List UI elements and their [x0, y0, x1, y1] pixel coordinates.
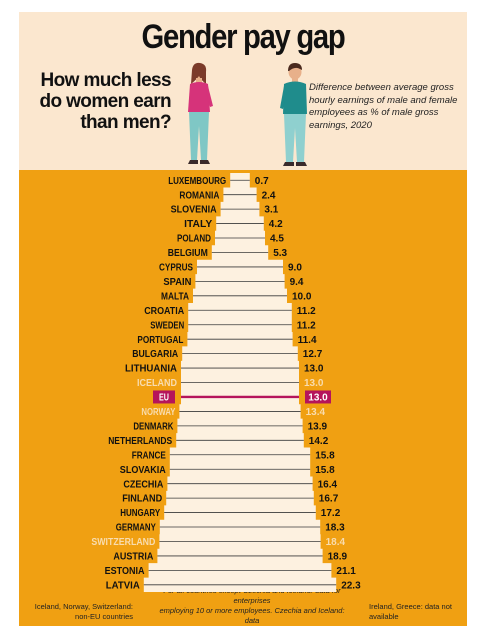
label-estonia: ESTONIA — [105, 566, 145, 577]
label-lithuania: LITHUANIA — [125, 364, 177, 375]
value-poland: 4.5 — [270, 234, 284, 245]
label-czechia: CZECHIA — [123, 479, 163, 490]
label-italy: ITALY — [184, 219, 212, 230]
value-lithuania: 13.0 — [304, 364, 324, 375]
label-malta: MALTA — [161, 291, 189, 302]
value-romania: 2.4 — [262, 190, 276, 201]
value-latvia: 22.3 — [341, 580, 361, 591]
indicator-definition: Difference between average gross hourly … — [309, 82, 458, 131]
value-switzerland: 18.4 — [326, 537, 346, 548]
value-hungary: 17.2 — [321, 508, 341, 519]
label-poland: POLAND — [177, 234, 211, 245]
label-germany: GERMANY — [116, 523, 156, 534]
label-switzerland: SWITZERLAND — [91, 537, 155, 548]
value-spain: 9.4 — [290, 277, 304, 288]
footnote-missing-data: Ireland, Greece: data not available — [369, 602, 452, 621]
value-bulgaria: 12.7 — [303, 349, 323, 360]
label-slovakia: SLOVAKIA — [120, 465, 166, 476]
value-finland: 16.7 — [319, 494, 339, 505]
man-figure — [280, 63, 307, 166]
value-malta: 10.0 — [292, 291, 312, 302]
question-heading: How much less do women earn than men? — [39, 70, 171, 133]
label-romania: ROMANIA — [179, 190, 219, 201]
value-france: 15.8 — [315, 450, 335, 461]
value-luxembourg: 0.7 — [255, 176, 269, 187]
value-italy: 4.2 — [269, 219, 283, 230]
label-hungary: HUNGARY — [120, 508, 160, 519]
value-slovakia: 15.8 — [315, 465, 335, 476]
woman-figure — [188, 62, 213, 164]
footnote-non-eu: Iceland, Norway, Switzerland: non-EU cou… — [34, 602, 133, 621]
label-luxembourg: LUXEMBOURG — [168, 176, 226, 187]
value-portugal: 11.4 — [298, 335, 317, 346]
value-czechia: 16.4 — [318, 479, 338, 490]
label-denmark: DENMARK — [133, 421, 174, 432]
value-sweden: 11.2 — [297, 320, 316, 331]
value-estonia: 21.1 — [336, 566, 356, 577]
value-slovenia: 3.1 — [264, 205, 278, 216]
label-iceland: ICELAND — [137, 378, 177, 389]
label-sweden: SWEDEN — [150, 320, 184, 331]
value-iceland: 13.0 — [304, 378, 324, 389]
label-portugal: PORTUGAL — [137, 335, 183, 346]
value-austria: 18.9 — [328, 552, 348, 563]
value-netherlands: 14.2 — [309, 436, 329, 447]
label-norway: NORWAY — [141, 407, 175, 418]
value-croatia: 11.2 — [297, 306, 316, 317]
value-germany: 18.3 — [325, 523, 345, 534]
label-spain: SPAIN — [163, 277, 191, 288]
label-bulgaria: BULGARIA — [132, 349, 178, 360]
label-austria: AUSTRIA — [113, 552, 153, 563]
value-cyprus: 9.0 — [288, 263, 302, 274]
label-latvia: LATVIA — [106, 580, 140, 591]
infographic-title: Gender pay gap — [141, 18, 346, 56]
label-france: FRANCE — [132, 450, 166, 461]
label-finland: FINLAND — [122, 494, 162, 505]
eu-value-box — [305, 390, 331, 404]
value-eu: 13.0 — [308, 393, 328, 404]
value-norway: 13.4 — [306, 407, 326, 418]
label-cyprus: CYPRUS — [159, 263, 193, 274]
label-netherlands: NETHERLANDS — [108, 436, 172, 447]
value-belgium: 5.3 — [273, 248, 287, 259]
label-slovenia: SLOVENIA — [171, 205, 217, 216]
label-eu: EU — [159, 393, 169, 404]
header-panel: Gender pay gap How much less do women ea… — [19, 12, 467, 170]
eu-label-box — [153, 390, 175, 404]
label-croatia: CROATIA — [144, 306, 184, 317]
value-denmark: 13.9 — [308, 421, 328, 432]
label-belgium: BELGIUM — [168, 248, 208, 259]
